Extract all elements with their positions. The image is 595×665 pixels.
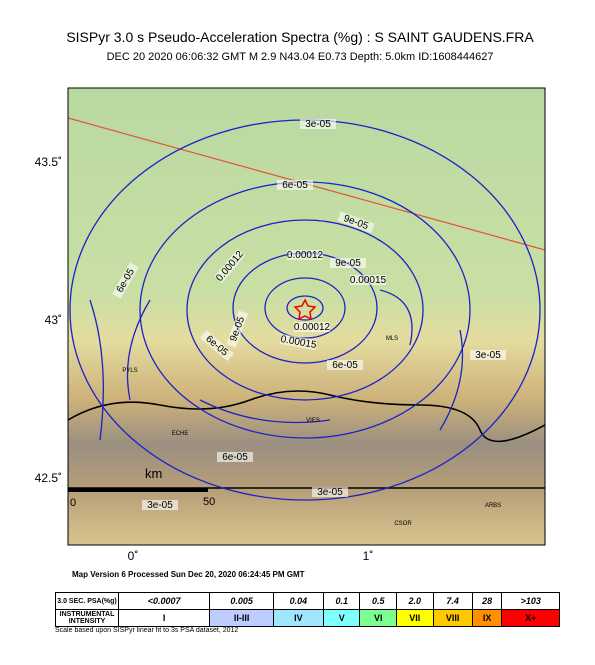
place-label: ARBS: [485, 503, 501, 509]
legend-cell: II-III: [209, 609, 274, 627]
place-label: PYLS: [122, 368, 137, 374]
frame: [67, 87, 546, 546]
legend-cell: X+: [501, 609, 560, 627]
scale-unit: km: [145, 466, 162, 481]
legend-cell: IX: [471, 609, 503, 627]
legend-cell: VII: [395, 609, 434, 627]
label-bg: [300, 119, 336, 129]
label-bg: [217, 452, 253, 462]
processed-note: Map Version 6 Processed Sun Dec 20, 2020…: [72, 570, 305, 579]
contour-label: 3e-05: [147, 500, 173, 511]
place-label: CSOR: [394, 521, 412, 527]
label-bg: [199, 330, 234, 362]
label-bg: [214, 249, 246, 284]
lat-label: 43˚: [45, 313, 62, 327]
lat-label: 42.5˚: [35, 471, 62, 485]
place-label: MLS: [386, 336, 398, 342]
legend-cell: <0.0007: [117, 592, 211, 610]
place-label: VIES: [306, 418, 320, 424]
legend-cell: 28: [471, 592, 503, 610]
lon-label: 1˚: [363, 549, 374, 563]
legend-cell: VIII: [432, 609, 473, 627]
lat-label: 43.5˚: [35, 155, 62, 169]
contour-label: 3e-05: [305, 119, 331, 130]
contour-label: 0.00012: [287, 250, 324, 261]
label-bg: [294, 322, 330, 332]
label-bg: [68, 338, 69, 376]
contour-label: 3e-05: [48, 343, 67, 371]
contour-label: 6e-05: [222, 452, 248, 463]
legend-cell: 0.04: [272, 592, 324, 610]
epicenter: [293, 298, 317, 321]
label-bg: [337, 211, 375, 234]
label-bg: [312, 487, 348, 497]
legend-cell: 2.0: [395, 592, 434, 610]
contour-label: 6e-05: [282, 180, 308, 191]
legend-note: Scale based upon SISPyr linear fit to 3s…: [55, 627, 239, 634]
title: SISPyr 3.0 s Pseudo-Acceleration Spectra…: [66, 29, 534, 45]
lon-label: 0˚: [128, 549, 139, 563]
label-bg: [226, 310, 249, 348]
border: [68, 390, 545, 443]
scale-bar: [68, 488, 208, 492]
contour-label: 3e-05: [317, 487, 343, 498]
legend-cell: IV: [272, 609, 324, 627]
label-bg: [327, 360, 363, 370]
legend-cell: I: [117, 609, 211, 627]
legend-cell: 0.5: [359, 592, 397, 610]
scale-label: 0: [70, 497, 76, 509]
legend-cell: >103: [501, 592, 560, 610]
contour-label: 0.00012: [294, 322, 331, 333]
label-bg: [330, 258, 366, 268]
label-bg: [142, 500, 178, 510]
map-area: 3e-056e-059e-050.000129e-050.000150.0001…: [48, 88, 545, 545]
label-bg: [470, 350, 506, 360]
legend-header: INSTRUMENTAL INTENSITY: [55, 609, 119, 627]
contour-label: 9e-05: [335, 258, 361, 269]
label-bg: [350, 275, 386, 285]
legend-cell: 0.005: [209, 592, 274, 610]
label-bg: [277, 180, 313, 190]
legend-cell: 0.1: [322, 592, 361, 610]
label-bg: [279, 333, 318, 351]
legend-table: 3.0 SEC. PSA(%g) <0.0007 0.005 0.04 0.1 0.5 2.…: [55, 592, 560, 627]
legend-cell: 7.4: [432, 592, 473, 610]
legend-header: 3.0 SEC. PSA(%g): [55, 592, 119, 610]
subtitle: DEC 20 2020 06:06:32 GMT M 2.9 N43.04 E0…: [107, 51, 494, 63]
label-bg: [112, 262, 139, 299]
map-svg: SISPyr 3.0 s Pseudo-Acceleration Spectra…: [35, 29, 546, 579]
scale-label: 50: [203, 496, 215, 508]
contours: [69, 119, 541, 501]
legend-cell: VI: [359, 609, 397, 627]
contour-label: 0.00015: [350, 275, 387, 286]
legend-cell: V: [322, 609, 361, 627]
contour-label: 3e-05: [475, 350, 501, 361]
place-label: ECHE: [172, 431, 189, 437]
contour-label: 6e-05: [332, 360, 358, 371]
label-bg: [287, 250, 323, 260]
